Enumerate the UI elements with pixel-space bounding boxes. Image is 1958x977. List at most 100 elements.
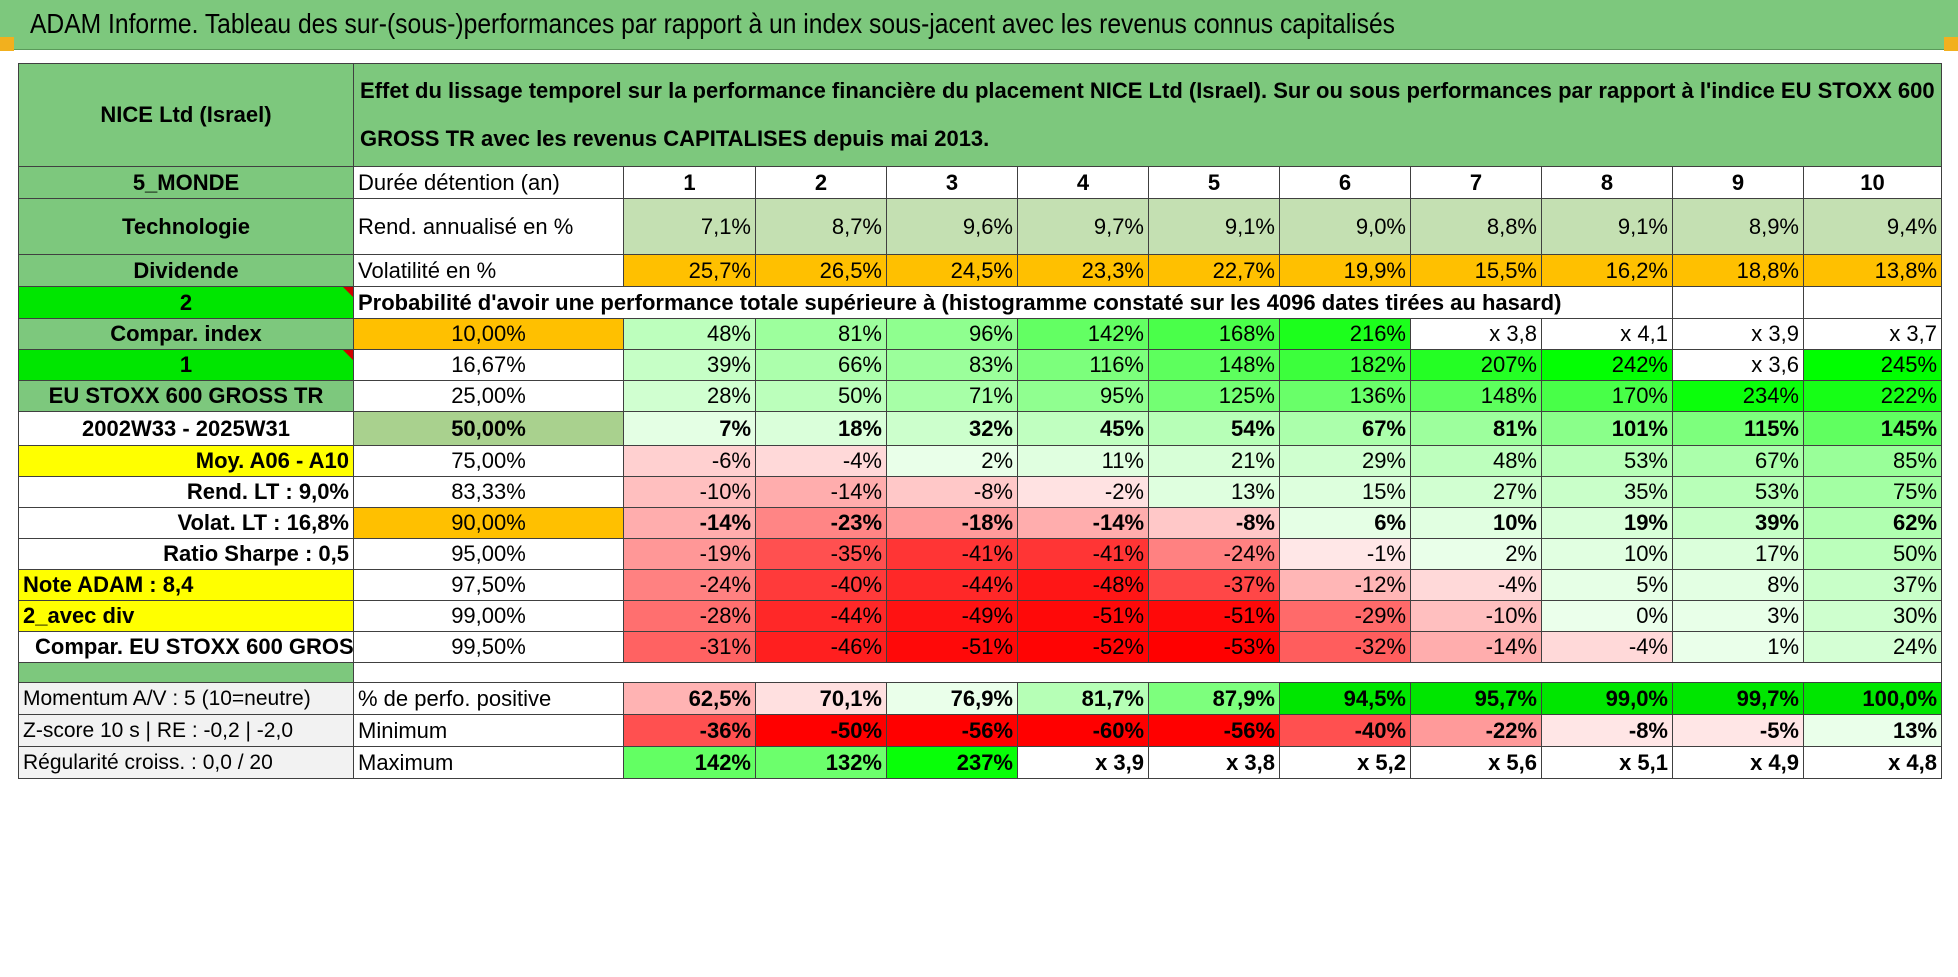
quantile-value: 71% [886,380,1018,412]
quantile-value: 96% [886,318,1018,350]
empty-cell [1802,286,1943,319]
quantile-value: -46% [755,631,887,663]
quantile-value: -49% [886,600,1018,632]
volatility-value: 19,9% [1279,254,1411,287]
quantile-label: 50,00% [353,411,624,446]
quantile-label: 75,00% [353,445,624,477]
quantile-value: 81% [1410,411,1542,446]
annualized-return: 7,1% [623,198,756,255]
volatility-value: 16,2% [1541,254,1673,287]
quantile-value: -14% [755,476,887,508]
quantile-label: 16,67% [353,349,624,381]
summary-value: -5% [1672,714,1804,747]
quantile-value: 24% [1802,631,1943,663]
report-description: Effet du lissage temporel sur la perform… [352,63,1943,167]
dividend-label: Dividende [18,254,354,287]
summary-value: -40% [1279,714,1411,747]
quantile-value: -23% [755,507,887,539]
quantile-value: 168% [1148,318,1280,350]
table-row: 1 16,67% 39% 66% 83% 116% 148% 182% 207% 242% x 3,… [18,349,1943,381]
table-row: Régularité croiss. : 0,0 / 20 Maximum 142%… [18,746,1943,779]
quantile-value: 19% [1541,507,1673,539]
summary-value: 142% [623,746,756,779]
quantile-value: -40% [755,569,887,601]
quantile-value: 148% [1148,349,1280,381]
summary-value: 237% [886,746,1018,779]
index-name: EU STOXX 600 GROSS TR [18,380,354,412]
summary-value: x 5,2 [1279,746,1411,779]
separator-cell [352,662,1943,683]
title-bar: ADAM Informe. Tableau des sur-(sous-)per… [0,0,1958,50]
quantile-value: -8% [1148,507,1280,539]
sharpe-ratio: Ratio Sharpe : 0,5 [18,538,354,570]
quantile-value: -10% [1410,600,1542,632]
table-row: Note ADAM : 8,4 97,50% -24% -40% -44% -48% -37… [18,569,1943,601]
compar-eu-label: Compar. EU STOXX 600 GROSS TR [18,631,354,663]
quantile-value: 53% [1672,476,1804,508]
quantile-value: 17% [1672,538,1804,570]
annualized-return: 8,7% [755,198,887,255]
quantile-value: -4% [1410,569,1542,601]
lt-volatility: Volat. LT : 16,8% [18,507,354,539]
quantile-value: 0% [1541,600,1673,632]
quantile-value: 62% [1802,507,1943,539]
quantile-label: 25,00% [353,380,624,412]
quantile-value: -28% [623,600,756,632]
quantile-value: 170% [1541,380,1673,412]
quantile-value: 245% [1802,349,1943,381]
quantile-label: 83,33% [353,476,624,508]
quantile-value: -4% [1541,631,1673,663]
quantile-value: 2% [886,445,1018,477]
quantile-value: 27% [1410,476,1542,508]
summary-value: x 4,9 [1672,746,1804,779]
annualized-return: 9,1% [1148,198,1280,255]
summary-value: 13% [1802,714,1943,747]
quantile-value: -12% [1279,569,1411,601]
quantile-value: 66% [755,349,887,381]
quantile-value: 39% [1672,507,1804,539]
period-label: 2002W33 - 2025W31 [18,411,354,446]
year-header: 8 [1541,166,1673,199]
volatility-value: 25,7% [623,254,756,287]
quantile-value: -24% [1148,538,1280,570]
summary-value: 87,9% [1148,682,1280,715]
corner-marker-right [1944,37,1958,51]
summary-value: 132% [755,746,887,779]
positive-label: % de perfo. positive [353,682,624,715]
quantile-value: -1% [1279,538,1411,570]
return-label: Rend. annualisé en % [353,198,624,255]
quantile-value: 75% [1802,476,1943,508]
quantile-value: -48% [1017,569,1149,601]
table-row: 2_avec div 99,00% -28% -44% -49% -51% -51% -29%… [18,600,1943,632]
table-row: 5_MONDE Durée détention (an) 1 2 3 4 5 6 7 8 9 10 [18,166,1943,199]
summary-value: -56% [886,714,1018,747]
quantile-value: 234% [1672,380,1804,412]
option-value-1: 1 [18,349,354,381]
quantile-value: -41% [886,538,1018,570]
quantile-value: 10% [1410,507,1542,539]
table-row: Z-score 10 s | RE : -0,2 | -2,0 Minimum -3… [18,714,1943,747]
summary-value: 81,7% [1017,682,1149,715]
quantile-value: -14% [623,507,756,539]
quantile-value: -44% [886,569,1018,601]
quantile-value: 85% [1802,445,1943,477]
quantile-value: x 4,1 [1541,318,1673,350]
separator-cell [18,662,354,683]
summary-value: 99,0% [1541,682,1673,715]
table-row: Rend. LT : 9,0% 83,33% -10% -14% -8% -2% 13% 15… [18,476,1943,508]
summary-value: -56% [1148,714,1280,747]
summary-value: -8% [1541,714,1673,747]
summary-value: x 3,8 [1148,746,1280,779]
quantile-value: -24% [623,569,756,601]
quantile-value: 142% [1017,318,1149,350]
year-header: 5 [1148,166,1280,199]
summary-value: x 3,9 [1017,746,1149,779]
volatility-value: 18,8% [1672,254,1804,287]
quantile-value: 18% [755,411,887,446]
quantile-value: -32% [1279,631,1411,663]
quantile-value: -41% [1017,538,1149,570]
quantile-value: 3% [1672,600,1804,632]
quantile-value: 182% [1279,349,1411,381]
quantile-value: 50% [755,380,887,412]
year-header: 6 [1279,166,1411,199]
